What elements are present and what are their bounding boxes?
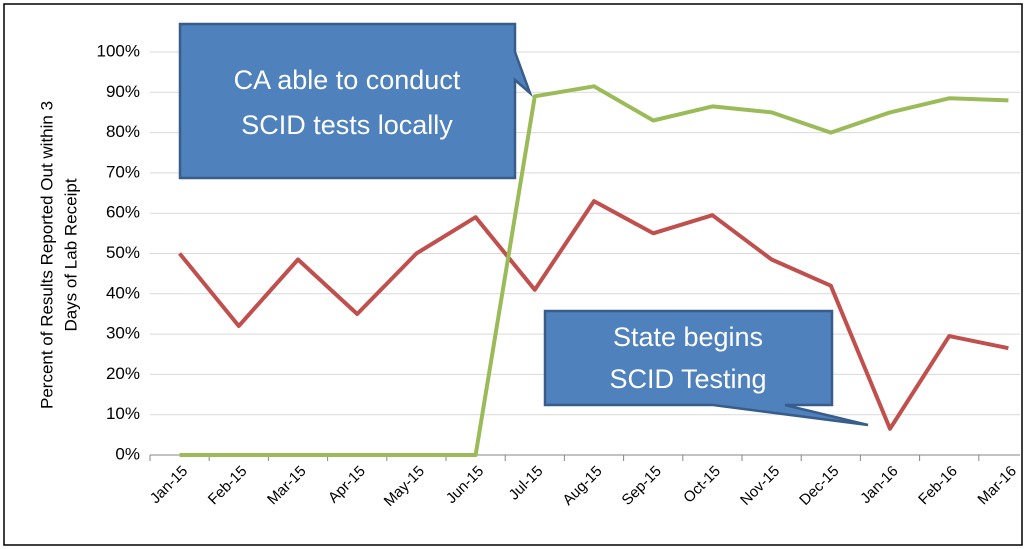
y-tick-label: 40% xyxy=(106,283,140,302)
y-tick-label: 10% xyxy=(106,404,140,423)
y-tick-label: 0% xyxy=(115,444,140,463)
series-line xyxy=(178,199,1009,431)
annotation: State begins xyxy=(613,322,763,352)
y-tick-label: 30% xyxy=(106,324,140,343)
y-tick-label: 100% xyxy=(97,41,140,60)
annotation: SCID tests locally xyxy=(241,110,453,140)
annotation: CA able to conduct xyxy=(234,65,461,95)
callout: CA able to conduct SCID tests locally xyxy=(178,22,533,180)
callout-box xyxy=(543,309,869,427)
callout: State begins SCID Testing xyxy=(543,309,869,427)
callout-box xyxy=(178,22,533,180)
y-tick-label: 20% xyxy=(106,364,140,383)
y-tick-label: 70% xyxy=(106,162,140,181)
y-axis-label: Days of Lab Receipt xyxy=(61,178,80,331)
series-line xyxy=(179,84,1009,457)
y-tick-label: 90% xyxy=(106,82,140,101)
y-tick-label: 60% xyxy=(106,203,140,222)
y-tick-label: 50% xyxy=(106,243,140,262)
y-axis-label: Percent of Results Reported Out within 3 xyxy=(37,101,56,409)
annotation: SCID Testing xyxy=(609,364,766,394)
y-tick-label: 80% xyxy=(106,122,140,141)
